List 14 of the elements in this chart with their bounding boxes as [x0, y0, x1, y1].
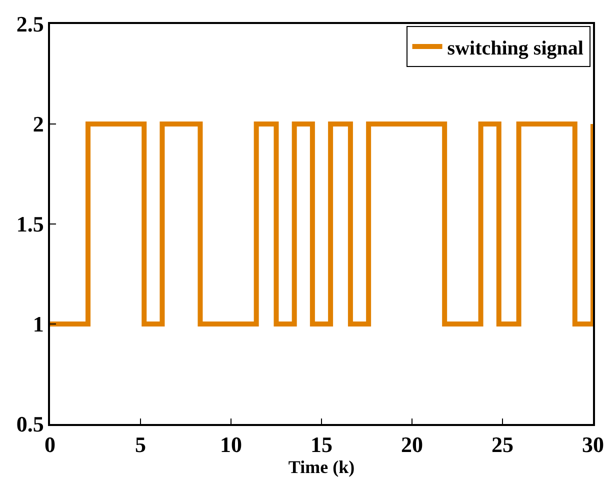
- x-axis-title: Time (k): [288, 457, 355, 478]
- x-tick-label: 20: [401, 432, 423, 458]
- y-tick-label: 2.5: [16, 12, 44, 37]
- y-tick-label: 0.5: [16, 412, 44, 437]
- x-tick-label: 5: [135, 432, 146, 458]
- x-tick-label: 30: [582, 432, 604, 458]
- x-tick-label: 15: [310, 432, 332, 458]
- x-tick-label: 0: [44, 432, 56, 458]
- y-tick-label: 1: [32, 312, 44, 337]
- legend-label: switching signal: [447, 37, 584, 60]
- x-tick-label: 10: [220, 432, 242, 458]
- x-tick-label: 25: [492, 432, 514, 458]
- y-tick-label: 2: [32, 112, 44, 137]
- y-tick-label: 1.5: [16, 212, 44, 237]
